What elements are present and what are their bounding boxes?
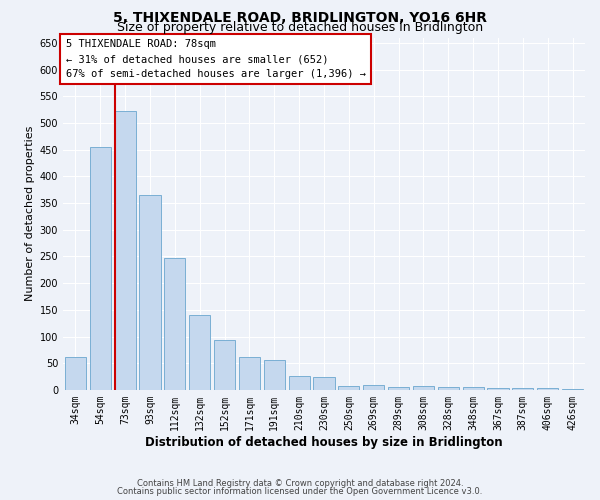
Bar xyxy=(264,360,285,390)
Text: Size of property relative to detached houses in Bridlington: Size of property relative to detached ho… xyxy=(117,22,483,35)
Bar xyxy=(388,388,409,390)
Y-axis label: Number of detached properties: Number of detached properties xyxy=(25,126,35,302)
Text: Contains HM Land Registry data © Crown copyright and database right 2024.: Contains HM Land Registry data © Crown c… xyxy=(137,478,463,488)
Bar xyxy=(537,388,558,390)
Text: Contains public sector information licensed under the Open Government Licence v3: Contains public sector information licen… xyxy=(118,487,482,496)
Bar xyxy=(214,340,235,390)
Bar xyxy=(289,376,310,390)
Bar xyxy=(65,357,86,390)
Bar xyxy=(239,357,260,390)
Bar xyxy=(413,386,434,390)
Text: 5, THIXENDALE ROAD, BRIDLINGTON, YO16 6HR: 5, THIXENDALE ROAD, BRIDLINGTON, YO16 6H… xyxy=(113,11,487,25)
Bar xyxy=(512,388,533,390)
Bar xyxy=(487,388,509,390)
Text: 5 THIXENDALE ROAD: 78sqm
← 31% of detached houses are smaller (652)
67% of semi-: 5 THIXENDALE ROAD: 78sqm ← 31% of detach… xyxy=(65,40,365,79)
Bar xyxy=(438,388,459,390)
Bar xyxy=(189,315,210,390)
Bar xyxy=(338,386,359,390)
Bar xyxy=(164,258,185,390)
Bar xyxy=(562,389,583,390)
Bar xyxy=(363,384,384,390)
Bar xyxy=(463,388,484,390)
Bar xyxy=(90,147,111,390)
Bar xyxy=(115,111,136,390)
Bar xyxy=(313,376,335,390)
Bar xyxy=(139,195,161,390)
X-axis label: Distribution of detached houses by size in Bridlington: Distribution of detached houses by size … xyxy=(145,436,503,448)
